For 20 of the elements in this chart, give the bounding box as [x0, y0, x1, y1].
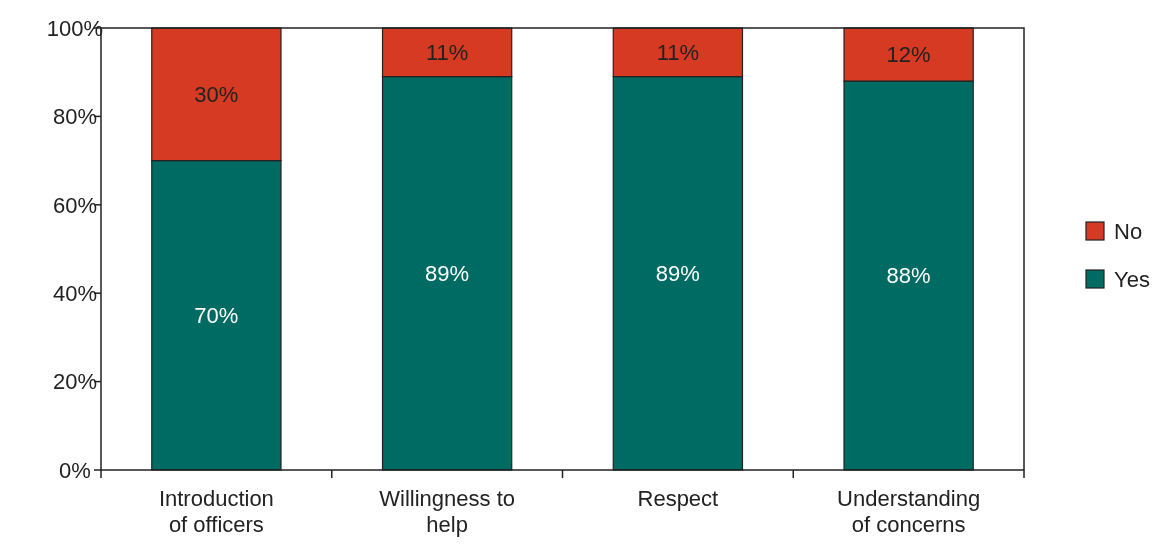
x-tick-label: Understanding of concerns — [837, 486, 981, 537]
data-label: 11% — [656, 40, 700, 66]
data-label: 11% — [425, 40, 469, 66]
data-label: 89% — [425, 261, 470, 287]
y-tick-label: 40% — [52, 280, 98, 306]
y-tick-label: 20% — [52, 369, 98, 395]
data-label: 89% — [655, 261, 700, 287]
x-tick-label: Introduction of officers — [158, 486, 274, 537]
legend-label: No — [1114, 218, 1143, 244]
data-label: 30% — [194, 82, 239, 107]
y-tick-label: 80% — [52, 104, 98, 130]
x-tick-label: Respect — [637, 486, 719, 511]
y-tick-label: 0% — [59, 457, 91, 483]
y-tick-label: 60% — [52, 192, 98, 218]
y-tick-label: 100% — [46, 15, 104, 41]
data-label: 12% — [886, 42, 931, 68]
x-tick-label: Willingness to help — [379, 486, 515, 537]
legend-label: Yes — [1114, 266, 1150, 292]
data-label: 88% — [886, 263, 931, 289]
data-label: 70% — [194, 303, 239, 328]
